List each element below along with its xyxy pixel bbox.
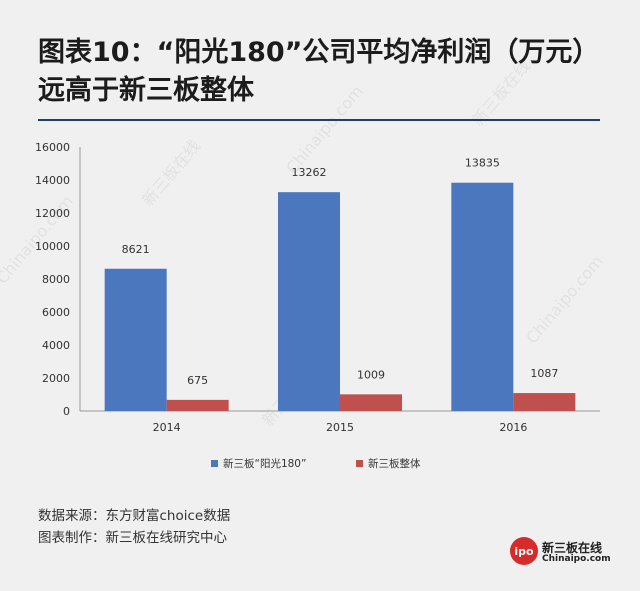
ipo-logo-icon: ipo <box>510 537 538 565</box>
data-source-text: 数据来源：东方财富choice数据 <box>38 508 231 524</box>
legend-label: 新三板整体 <box>368 457 421 470</box>
x-tick-label: 2015 <box>326 421 354 434</box>
bar-series-1 <box>278 192 340 411</box>
y-tick-label: 14000 <box>35 174 70 187</box>
title-divider <box>38 119 600 121</box>
bar-chart: 0 2000 4000 6000 8000 10000 12000 14000 16000 862… <box>35 141 600 470</box>
y-tick-label: 2000 <box>42 372 70 385</box>
bar-data-label: 675 <box>187 374 208 387</box>
y-tick-label: 4000 <box>42 339 70 352</box>
y-tick-label: 8000 <box>42 273 70 286</box>
bar-data-label: 13835 <box>465 157 500 170</box>
logo-name-en: Chinaipo.com <box>542 554 611 564</box>
bar-series-2 <box>166 399 229 411</box>
y-tick-label: 10000 <box>35 240 70 253</box>
logo-name-cn: 新三板在线 <box>542 541 603 555</box>
legend-swatch-series-2 <box>356 460 363 467</box>
bar-data-label: 13262 <box>292 166 327 179</box>
bar-series-2 <box>340 394 402 411</box>
source-notes: 数据来源：东方财富choice数据 图表制作：新三板在线研究中心 <box>38 505 230 549</box>
x-tick-label: 2016 <box>499 421 527 434</box>
brand-logo: ipo 新三板在线 Chinaipo.com <box>510 537 611 573</box>
bar-data-label: 8621 <box>122 243 150 256</box>
y-tick-label: 12000 <box>35 207 70 220</box>
bar-data-label: 1087 <box>530 367 558 380</box>
bar-series-1 <box>104 268 167 411</box>
y-tick-label: 16000 <box>35 141 70 154</box>
bar-series-2 <box>513 393 576 411</box>
page-title: 图表10：“阳光180”公司平均净利润（万元）远高于新三板整体 <box>38 37 600 106</box>
x-tick-label: 2014 <box>153 421 181 434</box>
legend-swatch-series-1 <box>211 460 218 467</box>
bar-data-label: 1009 <box>357 368 385 381</box>
y-tick-label: 0 <box>63 405 70 418</box>
legend-label: 新三板“阳光180” <box>223 457 306 470</box>
bar-series-1 <box>451 182 514 411</box>
chart-credit-text: 图表制作：新三板在线研究中心 <box>38 530 227 546</box>
y-tick-label: 6000 <box>42 306 70 319</box>
